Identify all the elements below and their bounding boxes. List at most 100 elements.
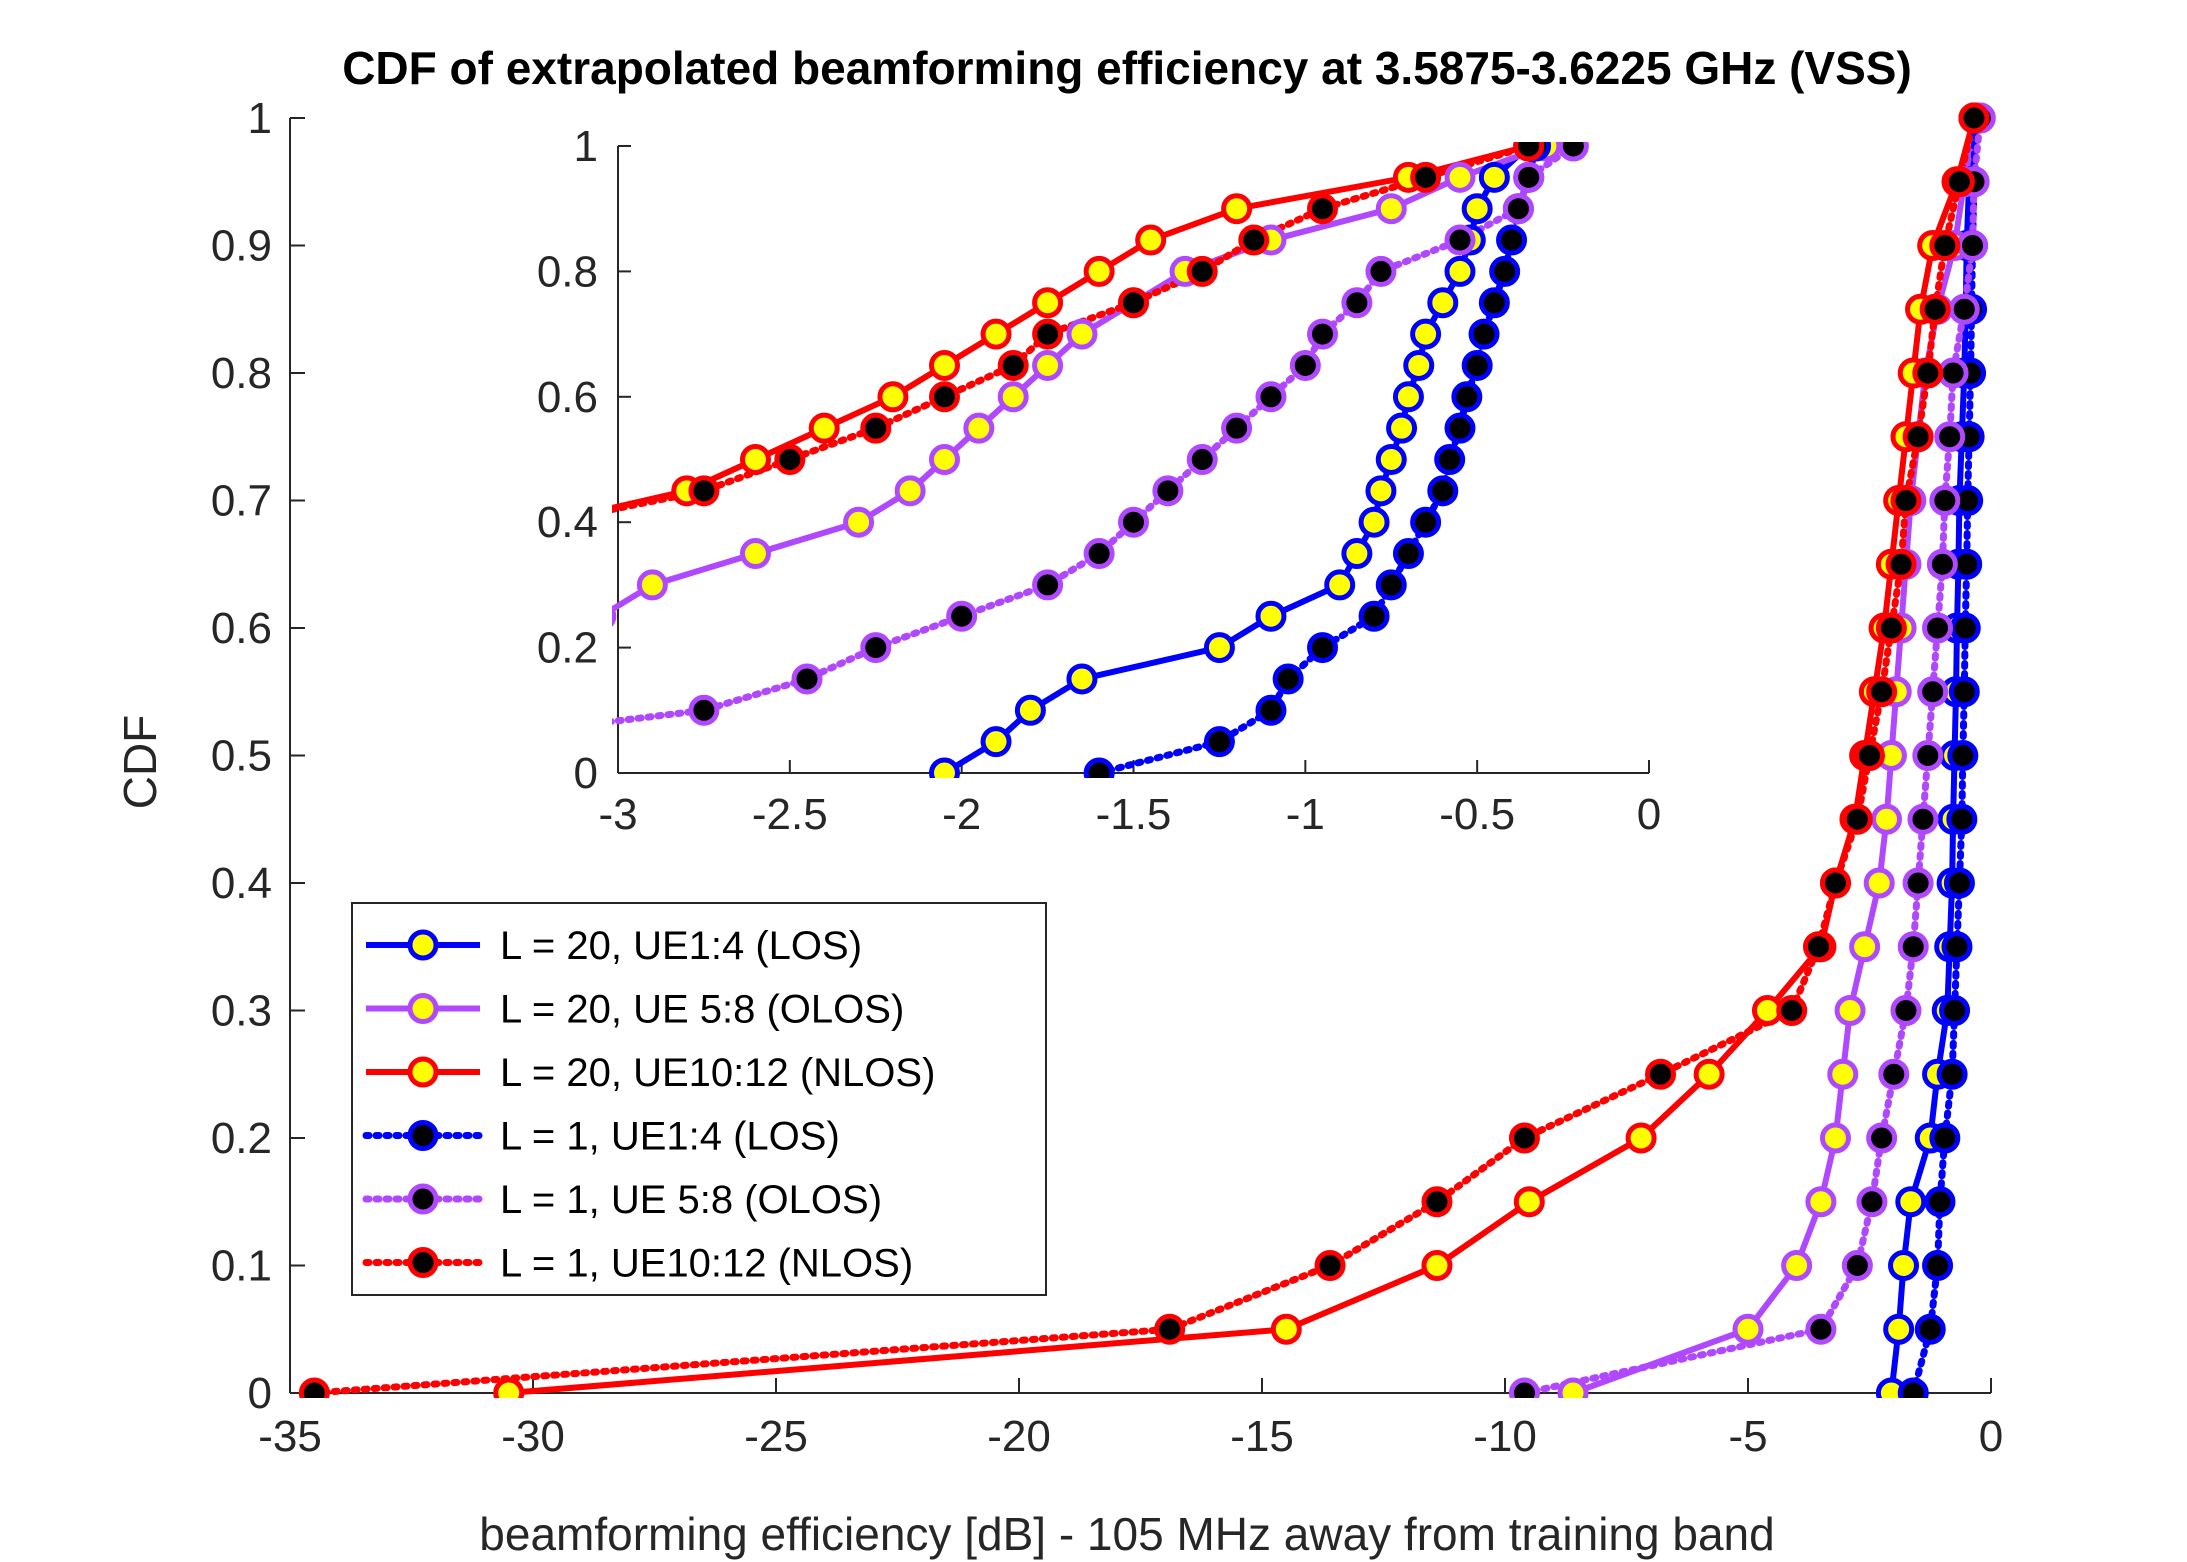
inset-series-1-point (612, 605, 617, 627)
main-series-3-point (1949, 612, 1981, 644)
x-axis-label: beamforming efficiency [dB] - 105 MHz aw… (479, 1508, 1774, 1560)
main-series-2-point (1421, 1250, 1453, 1281)
inset-series-3-point (1255, 694, 1287, 726)
inset-series-5-point (774, 444, 806, 475)
main-series-group (298, 102, 1996, 1398)
inset-series-3-point (1427, 475, 1459, 507)
inset-series-0-point (1444, 255, 1476, 287)
main-series-5-point (1802, 931, 1834, 963)
main-series-1-point (1827, 1058, 1859, 1090)
legend: L = 20, UE1:4 (LOS) L = 20, UE 5:8 (OLOS)… (351, 902, 1047, 1296)
chart-title: CDF of extrapolated beamforming efficien… (342, 42, 1912, 94)
main-series-4-point (1508, 1377, 1540, 1398)
main-x-tick-label: -25 (744, 1412, 808, 1461)
main-series-4-point (1866, 1122, 1898, 1154)
inset-series-1-point (636, 569, 668, 601)
inset-series-0-point (1375, 444, 1407, 475)
legend-entry-0: L = 20, UE1:4 (LOS) (500, 924, 862, 968)
main-series-4-point (1926, 548, 1958, 580)
main-series-3-point (1946, 803, 1978, 835)
inset-series-4-point (1186, 444, 1218, 475)
inset-series-2-point (980, 318, 1012, 350)
inset-series-3-point (1478, 287, 1510, 319)
main-series-3-point (1947, 740, 1979, 771)
inset-y-tick-label: 0.4 (537, 498, 598, 547)
inset-series-4-point (1289, 349, 1321, 381)
inset-series-2-point (808, 412, 840, 444)
inset-series-5-point (1032, 318, 1064, 350)
inset-x-tick-label: 0 (1637, 790, 1661, 839)
main-series-2-point (493, 1377, 525, 1398)
main-y-tick-label: 0.5 (211, 732, 272, 781)
main-y-tick-label: 0.6 (211, 604, 272, 653)
inset-series-4-point (791, 663, 823, 695)
main-y-tick-label: 0 (248, 1369, 272, 1418)
main-series-4-point (1878, 1058, 1910, 1090)
main-y-tick-label: 0.1 (211, 1242, 272, 1291)
inset-series-0-point (1427, 287, 1459, 319)
inset-series-2-point (928, 349, 960, 381)
main-series-4-point (1929, 485, 1961, 516)
inset-series-1-point (739, 538, 771, 570)
inset-series-0-point (1203, 632, 1235, 664)
main-series-3-point (1897, 1377, 1929, 1398)
main-series-4-point (1856, 1186, 1888, 1218)
inset-series-4-point (1307, 318, 1339, 350)
main-series-4-point (1922, 612, 1954, 644)
inset-series-1-point (261, 697, 287, 723)
inset-series-3-point (1468, 318, 1500, 350)
inset-series-4-point (1502, 193, 1534, 225)
inset-series-5-point (1307, 193, 1339, 225)
inset-series-2-point (55, 572, 81, 598)
main-series-4-point (1907, 803, 1939, 835)
main-series-2-point (1625, 1122, 1657, 1154)
inset-series-1-point (997, 381, 1029, 413)
legend-marker-2 (407, 1056, 439, 1088)
main-series-4-point (1805, 1313, 1837, 1345)
main-series-4-point (1948, 293, 1980, 325)
inset-series-0-point (1324, 569, 1356, 601)
main-series-5-point (1943, 166, 1975, 198)
inset-x-tick-label: -2.5 (752, 790, 828, 839)
main-series-2-point (1513, 1186, 1545, 1218)
main-y-tick-label: 0.9 (211, 222, 272, 271)
inset-series-5-point (1410, 161, 1442, 193)
main-series-3-point (1924, 1186, 1956, 1218)
inset-series-1-point (1032, 349, 1064, 381)
main-series-1-point (1732, 1313, 1764, 1345)
main-series-5-point (298, 1377, 330, 1398)
main-x-tick-label: -15 (1230, 1412, 1294, 1461)
inset-series-2-point (1032, 287, 1064, 319)
inset-series-3-point (1203, 726, 1235, 758)
main-series-4-point (1902, 867, 1934, 899)
inset-y-tick-label: 0 (574, 749, 598, 798)
main-x-tick-label: -30 (501, 1412, 565, 1461)
main-series-5-point (1958, 102, 1990, 134)
main-series-1-point (1557, 1377, 1589, 1398)
inset-series-0-point (1066, 663, 1098, 695)
inset-x-tick-label: -3 (598, 790, 637, 839)
inset-series-3-point (1083, 757, 1115, 778)
main-series-4-point (1934, 421, 1966, 453)
inset-series-2-point (1221, 193, 1253, 225)
inset-series-3-point (1461, 349, 1493, 381)
inset-y-tick-label: 0.2 (537, 624, 598, 673)
inset-series-4-point (1221, 412, 1253, 444)
main-series-0-point (1888, 1250, 1920, 1281)
main-series-4-point (1937, 357, 1969, 389)
main-y-tick-label: 0.8 (211, 349, 272, 398)
y-axis-label: CDF (114, 715, 166, 810)
inset-series-5-point (227, 572, 253, 598)
main-x-tick-label: 0 (1979, 1412, 2003, 1461)
inset-series-0-point (1358, 506, 1390, 538)
inset-series-3-point (1272, 663, 1304, 695)
inset-series-3-point (1358, 600, 1390, 632)
main-series-5-point (1776, 995, 1808, 1026)
inset-series-group (55, 142, 1589, 778)
main-series-4-point (1912, 740, 1944, 771)
inset-y-tick-label: 0.6 (537, 373, 598, 422)
inset-series-3-point (1307, 632, 1339, 664)
main-x-tick-label: -10 (1473, 1412, 1537, 1461)
inset-series-1-point (963, 412, 995, 444)
